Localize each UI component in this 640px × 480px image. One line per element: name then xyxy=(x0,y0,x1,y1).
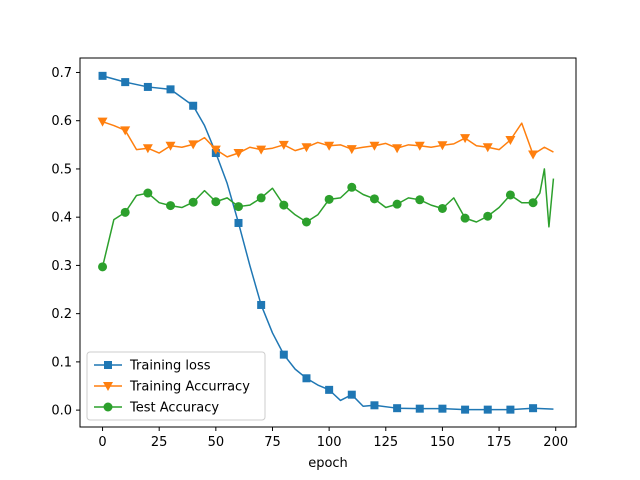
series-2-point xyxy=(392,144,403,154)
series-1-point xyxy=(461,405,470,414)
y-tick-label: 0.0 xyxy=(51,404,72,419)
series-2-point xyxy=(278,140,289,150)
legend: Training loss Training Accurracy Test Accu… xyxy=(86,351,266,421)
legend-box xyxy=(86,351,266,421)
y-tick-label: 0.7 xyxy=(51,66,72,81)
series-3-point xyxy=(279,200,289,210)
series-2-point xyxy=(414,141,425,151)
series-1-point xyxy=(189,101,198,110)
series-layer xyxy=(97,71,555,414)
axes-layer: 0 25 50 75 100 125 150 175 200 0.0 0.1 0.2 0.3 0.4 0.5… xyxy=(51,57,577,450)
legend-label: Test Accuracy xyxy=(129,401,219,416)
series-1-point xyxy=(121,78,130,87)
x-tick-label: 100 xyxy=(317,435,342,450)
series-3-point xyxy=(143,188,153,198)
x-tick-label: 75 xyxy=(264,435,281,450)
y-tick-label: 0.1 xyxy=(51,355,72,370)
series-3-point xyxy=(392,199,402,209)
axes-frame xyxy=(79,57,577,428)
series-2-point xyxy=(528,150,539,160)
series-2-point xyxy=(369,141,380,151)
series-1-point xyxy=(302,374,311,383)
series-3-point xyxy=(256,193,266,203)
series-2 xyxy=(97,117,554,160)
series-1-point xyxy=(325,385,334,394)
series-3-point xyxy=(369,194,379,204)
legend-entry: Training loss xyxy=(94,359,211,374)
x-tick-label: 0 xyxy=(98,435,106,450)
x-tick-label: 125 xyxy=(373,435,398,450)
series-1-point xyxy=(143,82,152,91)
series-2-point xyxy=(120,126,131,136)
legend-label: Training loss xyxy=(129,359,211,374)
series-1-point xyxy=(279,350,288,359)
legend-marker xyxy=(104,361,112,369)
series-2-point xyxy=(142,144,153,154)
series-1-point xyxy=(98,71,107,80)
series-2-point xyxy=(301,143,312,153)
series-2-point xyxy=(188,140,199,150)
series-1-point xyxy=(529,404,538,413)
series-2-point xyxy=(505,136,516,145)
series-1-point xyxy=(483,405,492,414)
series-3-point xyxy=(437,203,447,213)
series-line-3 xyxy=(101,168,555,268)
series-3-point xyxy=(166,201,176,211)
series-2-point xyxy=(346,145,357,155)
series-3-point xyxy=(460,213,470,223)
series-1-point xyxy=(370,401,379,410)
series-2-point xyxy=(210,145,221,155)
series-1-point xyxy=(234,218,243,227)
series-3-point xyxy=(98,262,108,272)
legend-entry: Test Accuracy xyxy=(94,401,219,416)
y-tick-label: 0.6 xyxy=(51,114,72,129)
series-3-point xyxy=(188,197,198,207)
series-3 xyxy=(98,168,555,272)
series-1-point xyxy=(506,405,515,414)
series-2-point xyxy=(256,145,267,155)
series-3-point xyxy=(120,207,130,217)
series-3-point xyxy=(505,190,515,200)
y-tick-label: 0.3 xyxy=(51,259,72,274)
series-1-point xyxy=(415,404,424,413)
series-3-point xyxy=(211,197,221,207)
series-3-point xyxy=(528,198,538,208)
x-tick-label: 25 xyxy=(151,435,168,450)
series-1-point xyxy=(257,300,266,309)
x-tick-label: 50 xyxy=(208,435,225,450)
x-axis-title: epoch xyxy=(308,456,348,471)
series-1 xyxy=(98,71,554,414)
y-tick-label: 0.2 xyxy=(51,307,72,322)
y-tick-label: 0.4 xyxy=(51,211,72,226)
series-2-point xyxy=(482,143,493,153)
series-1-point xyxy=(393,404,402,413)
series-1-point xyxy=(166,85,175,94)
series-2-point xyxy=(460,134,471,144)
series-2-point xyxy=(437,141,448,151)
y-tick-label: 0.5 xyxy=(51,162,72,177)
series-3-point xyxy=(347,182,357,192)
series-1-point xyxy=(347,390,356,399)
series-2-point xyxy=(324,141,335,151)
x-tick-label: 200 xyxy=(543,435,568,450)
series-2-point xyxy=(233,149,244,159)
series-3-point xyxy=(483,211,493,221)
legend-entry: Training Accurracy xyxy=(94,380,250,395)
series-2-point xyxy=(97,117,108,127)
series-2-point xyxy=(165,141,176,151)
x-tick-label: 175 xyxy=(487,435,512,450)
series-3-point xyxy=(415,195,425,205)
series-3-point xyxy=(324,194,334,204)
legend-marker xyxy=(103,402,113,412)
series-1-point xyxy=(438,404,447,413)
legend-marker xyxy=(103,382,113,391)
series-3-point xyxy=(233,202,243,212)
series-3-point xyxy=(301,217,311,227)
legend-label: Training Accurracy xyxy=(129,380,250,395)
x-tick-label: 150 xyxy=(430,435,455,450)
